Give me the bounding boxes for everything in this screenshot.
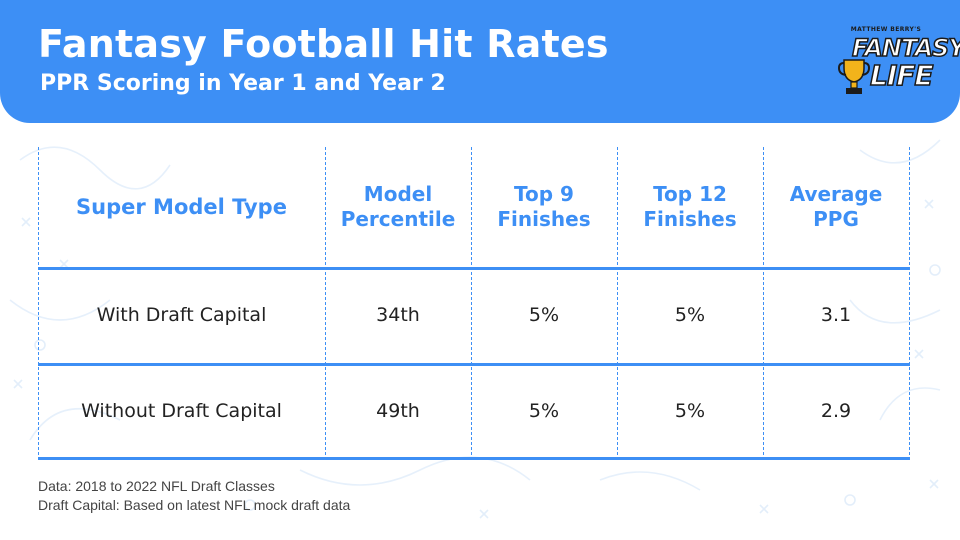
column-header-line: Top 12 — [653, 182, 727, 206]
trophy-icon — [838, 59, 870, 94]
column-divider — [763, 147, 764, 460]
footnote-source: Data: 2018 to 2022 NFL Draft Classes — [38, 478, 275, 494]
column-divider — [325, 147, 326, 460]
column-header: Top 9 Finishes — [471, 147, 617, 267]
column-header-line: Top 9 — [514, 182, 574, 206]
hit-rates-table: Super Model Type Model Percentile Top 9 Fini… — [38, 147, 910, 460]
column-header-line: Finishes — [643, 207, 737, 231]
logo-top-text: MATTHEW BERRY'S — [850, 26, 922, 33]
column-header-line: Average — [789, 182, 883, 206]
column-header-line: Finishes — [497, 207, 591, 231]
table-cell: 5% — [528, 304, 560, 326]
row-divider — [38, 267, 910, 270]
header-banner: Fantasy Football Hit Rates PPR Scoring i… — [0, 0, 960, 123]
column-header: Top 12 Finishes — [617, 147, 763, 267]
column-divider — [909, 147, 910, 460]
table-cell: 2.9 — [820, 400, 852, 422]
column-header: Average PPG — [763, 147, 909, 267]
column-header-line: Model — [363, 182, 433, 206]
table-cell: 5% — [674, 304, 706, 326]
table-cell: 5% — [674, 400, 706, 422]
column-header: Super Model Type — [38, 147, 325, 267]
row-label: Without Draft Capital — [81, 400, 282, 422]
column-header: Model Percentile — [325, 147, 471, 267]
row-divider — [38, 457, 910, 460]
table-cell: 49th — [376, 400, 420, 422]
logo-word-fantasy: FANTASY — [851, 33, 960, 63]
row-divider — [38, 363, 910, 366]
column-divider — [38, 147, 39, 460]
table-cell: 34th — [376, 304, 420, 326]
row-label: With Draft Capital — [96, 304, 267, 326]
logo-word-life: LIFE — [869, 58, 934, 93]
column-divider — [617, 147, 618, 460]
page-subtitle: PPR Scoring in Year 1 and Year 2 — [40, 71, 446, 96]
footnotes: Data: 2018 to 2022 NFL Draft Classes Dra… — [38, 477, 350, 515]
table-cell: 3.1 — [820, 304, 852, 326]
column-header-line: PPG — [813, 207, 859, 231]
column-header-line: Percentile — [340, 207, 456, 231]
fantasy-life-logo: MATTHEW BERRY'S FANTASY LIFE — [836, 26, 960, 100]
column-divider — [471, 147, 472, 460]
table-cell: 5% — [528, 400, 560, 422]
page-title: Fantasy Football Hit Rates — [38, 22, 609, 66]
footnote-draft-capital: Draft Capital: Based on latest NFL mock … — [38, 497, 351, 513]
column-header-line: Super Model Type — [76, 194, 287, 219]
